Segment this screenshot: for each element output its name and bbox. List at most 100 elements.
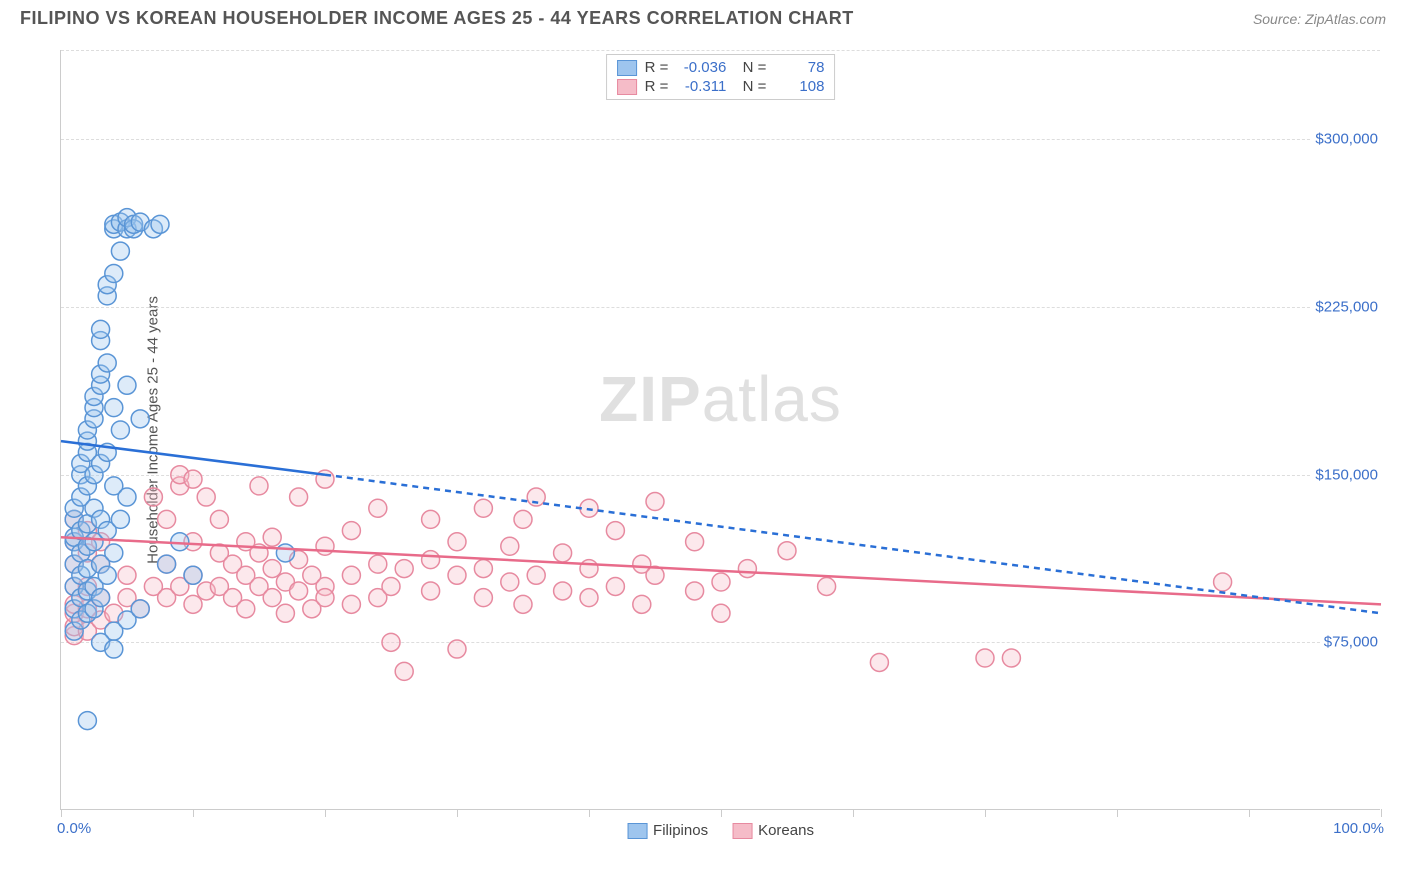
- data-point: [633, 595, 651, 613]
- data-point: [474, 560, 492, 578]
- data-point: [105, 640, 123, 658]
- data-point: [316, 589, 334, 607]
- data-point: [118, 376, 136, 394]
- swatch-filipinos: [617, 60, 637, 76]
- data-point: [342, 566, 360, 584]
- data-point: [111, 242, 129, 260]
- data-point: [422, 582, 440, 600]
- data-point: [105, 399, 123, 417]
- data-point: [144, 488, 162, 506]
- data-point: [369, 555, 387, 573]
- data-point: [184, 566, 202, 584]
- x-tick: [853, 809, 854, 817]
- data-point: [686, 582, 704, 600]
- chart-source: Source: ZipAtlas.com: [1253, 11, 1386, 27]
- legend-item-filipinos: Filipinos: [627, 822, 708, 839]
- data-point: [514, 510, 532, 528]
- data-point: [422, 551, 440, 569]
- data-point: [382, 577, 400, 595]
- x-tick: [193, 809, 194, 817]
- x-tick: [1249, 809, 1250, 817]
- data-point: [92, 320, 110, 338]
- data-point: [263, 560, 281, 578]
- data-point: [712, 573, 730, 591]
- data-point: [395, 662, 413, 680]
- data-point: [118, 566, 136, 584]
- data-point: [474, 499, 492, 517]
- correlation-legend: R = -0.036 N = 78 R = -0.311 N = 108: [606, 54, 836, 100]
- data-point: [263, 528, 281, 546]
- data-point: [342, 595, 360, 613]
- data-point: [290, 582, 308, 600]
- swatch-koreans: [617, 79, 637, 95]
- x-axis-min-label: 0.0%: [57, 820, 91, 837]
- data-point: [276, 604, 294, 622]
- data-point: [382, 633, 400, 651]
- data-point: [448, 566, 466, 584]
- data-point: [514, 595, 532, 613]
- data-point: [606, 577, 624, 595]
- data-point: [276, 544, 294, 562]
- swatch-filipinos-icon: [627, 823, 647, 839]
- data-point: [250, 477, 268, 495]
- data-point: [151, 215, 169, 233]
- x-tick: [457, 809, 458, 817]
- legend-row-koreans: R = -0.311 N = 108: [607, 77, 835, 96]
- data-point: [158, 555, 176, 573]
- data-point: [98, 566, 116, 584]
- data-point: [92, 589, 110, 607]
- data-point: [131, 600, 149, 618]
- data-point: [554, 544, 572, 562]
- data-point: [448, 640, 466, 658]
- swatch-koreans-icon: [732, 823, 752, 839]
- data-point: [342, 522, 360, 540]
- data-point: [158, 510, 176, 528]
- data-point: [237, 600, 255, 618]
- data-point: [78, 712, 96, 730]
- x-tick: [325, 809, 326, 817]
- data-point: [606, 522, 624, 540]
- data-point: [369, 499, 387, 517]
- data-point: [580, 560, 598, 578]
- series-legend: Filipinos Koreans: [627, 822, 814, 839]
- data-point: [778, 542, 796, 560]
- data-point: [870, 653, 888, 671]
- x-tick: [61, 809, 62, 817]
- data-point: [580, 589, 598, 607]
- data-point: [98, 354, 116, 372]
- data-point: [290, 488, 308, 506]
- data-point: [263, 589, 281, 607]
- chart-header: FILIPINO VS KOREAN HOUSEHOLDER INCOME AG…: [0, 0, 1406, 29]
- data-point: [712, 604, 730, 622]
- data-point: [111, 421, 129, 439]
- data-point: [554, 582, 572, 600]
- data-point: [448, 533, 466, 551]
- data-point: [501, 537, 519, 555]
- data-point: [131, 410, 149, 428]
- data-point: [818, 577, 836, 595]
- data-point: [184, 470, 202, 488]
- data-point: [118, 488, 136, 506]
- data-point: [105, 265, 123, 283]
- data-point: [316, 537, 334, 555]
- data-point: [111, 510, 129, 528]
- x-tick: [589, 809, 590, 817]
- data-point: [686, 533, 704, 551]
- chart-title: FILIPINO VS KOREAN HOUSEHOLDER INCOME AG…: [20, 8, 854, 29]
- data-point: [105, 544, 123, 562]
- data-point: [197, 488, 215, 506]
- chart-plot-area: Householder Income Ages 25 - 44 years ZI…: [60, 50, 1380, 810]
- x-tick: [1117, 809, 1118, 817]
- x-axis-max-label: 100.0%: [1333, 820, 1384, 837]
- data-point: [527, 566, 545, 584]
- data-point: [976, 649, 994, 667]
- data-point: [422, 510, 440, 528]
- data-point: [395, 560, 413, 578]
- scatter-plot-svg: [61, 50, 1380, 809]
- x-tick: [1381, 809, 1382, 817]
- data-point: [1002, 649, 1020, 667]
- legend-item-koreans: Koreans: [732, 822, 814, 839]
- data-point: [501, 573, 519, 591]
- x-tick: [985, 809, 986, 817]
- data-point: [210, 510, 228, 528]
